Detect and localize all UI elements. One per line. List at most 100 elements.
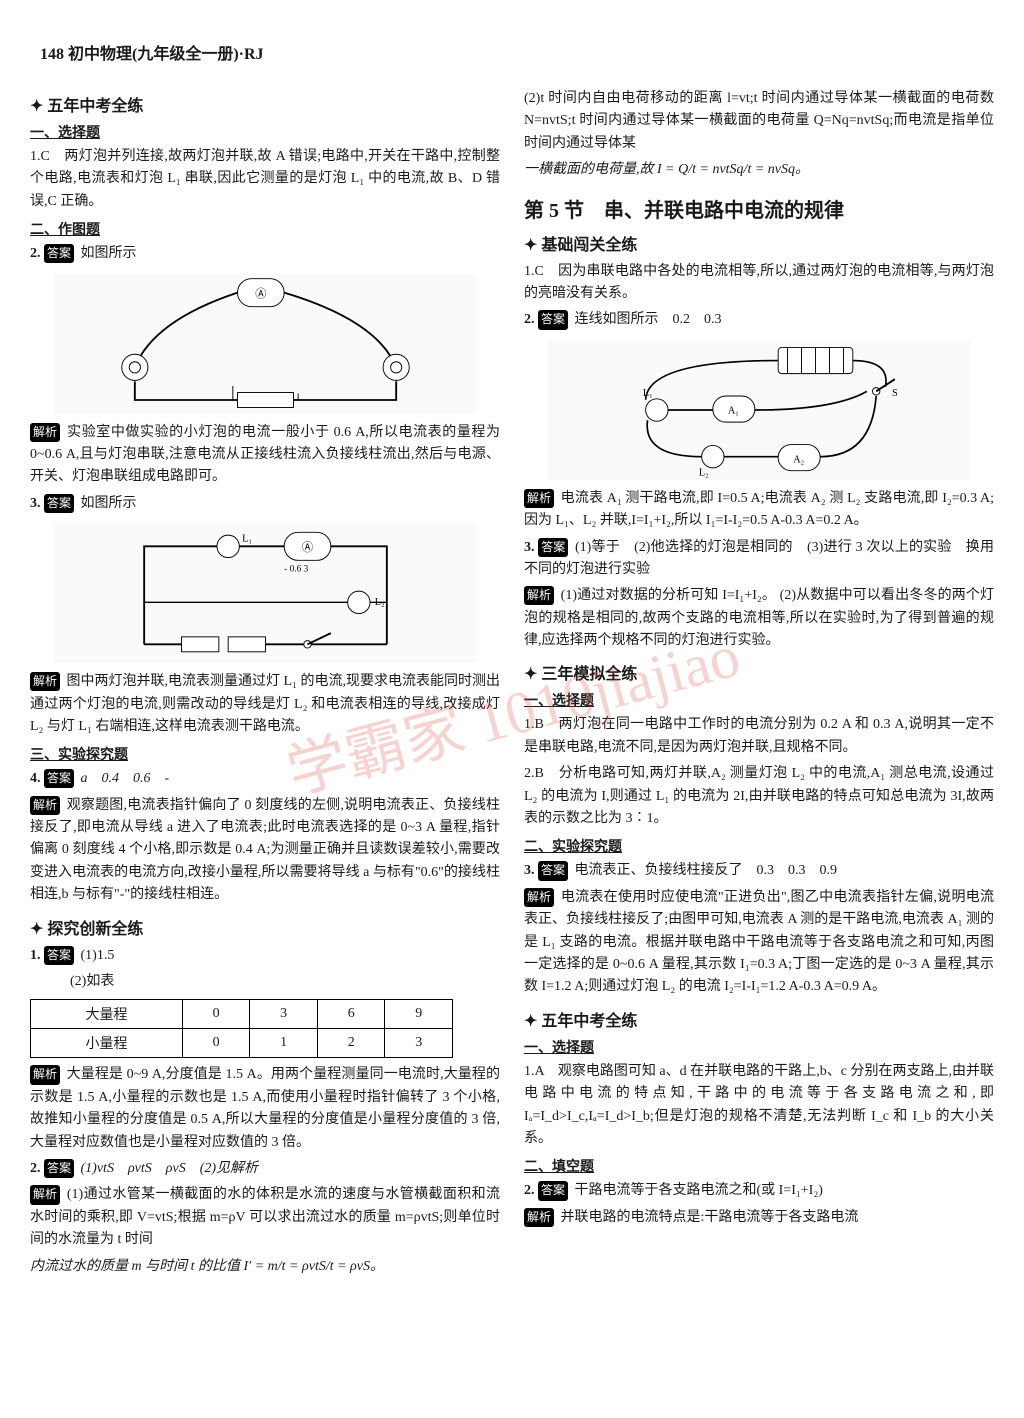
answer-text: 如图所示 xyxy=(81,496,137,511)
svg-text:Ⓐ: Ⓐ xyxy=(301,541,312,554)
section-title: 基础闯关全练 xyxy=(524,231,994,255)
section-title: 探究创新全练 xyxy=(30,915,500,939)
item-number: 1. xyxy=(30,948,41,963)
subsection-heading: 一、选择题 xyxy=(30,122,500,142)
table-cell: 0 xyxy=(182,1000,250,1029)
answer-badge: 答案 xyxy=(44,1159,74,1178)
subsection-heading: 二、填空题 xyxy=(524,1156,994,1176)
table-row: 小量程 0 1 2 3 xyxy=(31,1029,453,1058)
question-item: 2. 答案 (1)vtS ρvtS ρvS (2)见解析 xyxy=(30,1158,500,1180)
right-column: (2)t 时间内自由电荷移动的距离 l=vt;t 时间内通过导体某一横截面的电荷… xyxy=(524,84,994,1282)
explain-badge: 解析 xyxy=(524,586,554,605)
range-table: 大量程 0 3 6 9 小量程 0 1 2 3 xyxy=(30,999,453,1058)
section-title: 五年中考全练 xyxy=(30,92,500,116)
formula-line: 内流过水的质量 m 与时间 t 的比值 I′ = m/t = ρvtS/t = … xyxy=(30,1256,500,1278)
explanation-text: 并联电路的电流特点是:干路电流等于各支路电流 xyxy=(561,1210,859,1225)
explanation-item: 解析 (1)通过水管某一横截面的水的体积是水流的速度与水管横截面积和流水时间的乘… xyxy=(30,1184,500,1251)
explain-badge: 解析 xyxy=(30,796,60,815)
item-number: 3. xyxy=(524,540,535,555)
question-item: 1.C 两灯泡并列连接,故两灯泡并联,故 A 错误;电路中,开关在干路中,控制整… xyxy=(30,146,500,213)
table-cell: 6 xyxy=(317,1000,385,1029)
formula-line: 一横截面的电荷量,故 I = Q/t = nvtSq/t = nvSq。 xyxy=(524,159,994,181)
header-text: 初中物理(九年级全一册)·RJ xyxy=(68,46,264,63)
svg-text:S: S xyxy=(892,388,898,399)
answer-badge: 答案 xyxy=(44,769,74,788)
answer-badge: 答案 xyxy=(44,946,74,965)
answer-text: a 0.4 0.6 - xyxy=(81,771,170,786)
answer-badge: 答案 xyxy=(44,244,74,263)
subsection-heading: 二、作图题 xyxy=(30,219,500,239)
svg-text:- 0.6 3: - 0.6 3 xyxy=(284,565,308,575)
svg-text:A₁: A₁ xyxy=(727,405,738,416)
explanation-item: 解析 电流表 A₁ 测干路电流,即 I=0.5 A;电流表 A₂ 测 L₂ 支路… xyxy=(524,488,994,533)
answer-badge: 答案 xyxy=(44,494,74,513)
question-item: 1.A 观察电路图可知 a、d 在并联电路的干路上,b、c 分别在两支路上,由并… xyxy=(524,1061,994,1151)
answer-badge: 答案 xyxy=(538,310,568,329)
table-cell: 大量程 xyxy=(31,1000,183,1029)
item-number: 2. xyxy=(524,312,535,327)
explanation-text: 观察题图,电流表指针偏向了 0 刻度线的左侧,说明电流表正、负接线柱接反了,即电… xyxy=(30,798,500,903)
explain-badge: 解析 xyxy=(30,423,60,442)
table-cell: 0 xyxy=(182,1029,250,1058)
item-number: 2. xyxy=(30,1161,41,1176)
explanation-item: 解析 电流表在使用时应使电流"正进负出",图乙中电流表指针左偏,说明电流表正、负… xyxy=(524,887,994,999)
question-item: 2. 答案 如图所示 xyxy=(30,243,500,265)
explain-badge: 解析 xyxy=(30,1185,60,1204)
svg-text:L₁: L₁ xyxy=(242,534,252,545)
circuit-diagram: S L₁ A₁ L₂ A₂ xyxy=(548,340,971,480)
question-item: 3. 答案 (1)等于 (2)他选择的灯泡是相同的 (3)进行 3 次以上的实验… xyxy=(524,537,994,582)
explain-badge: 解析 xyxy=(30,1065,60,1084)
circuit-diagram: L₁ Ⓐ - 0.6 3 L₂ xyxy=(54,523,477,663)
table-cell: 小量程 xyxy=(31,1029,183,1058)
explanation-text: (1)通过对数据的分析可知 I=I₁+I₂。 (2)从数据中可以看出冬冬的两个灯… xyxy=(524,588,994,648)
question-item: 1.C 因为串联电路中各处的电流相等,所以,通过两灯泡的电流相等,与两灯泡的亮暗… xyxy=(524,261,994,306)
svg-text:L₂: L₂ xyxy=(698,467,708,478)
explanation-text: 电流表在使用时应使电流"正进负出",图乙中电流表指针左偏,说明电流表正、负接线柱… xyxy=(524,890,994,995)
answer-text: (1)1.5 xyxy=(81,948,115,963)
question-item: 4. 答案 a 0.4 0.6 - xyxy=(30,768,500,790)
item-number: 3. xyxy=(524,863,535,878)
explanation-item: 解析 并联电路的电流特点是:干路电流等于各支路电流 xyxy=(524,1207,994,1229)
explanation-text: 实验室中做实验的小灯泡的电流一般小于 0.6 A,所以电流表的量程为 0~0.6… xyxy=(30,425,500,485)
section-title: 五年中考全练 xyxy=(524,1007,994,1031)
explanation-item: 解析 大量程是 0~9 A,分度值是 1.5 A。用两个量程测量同一电流时,大量… xyxy=(30,1064,500,1154)
question-item: 3. 答案 电流表正、负接线柱接反了 0.3 0.3 0.9 xyxy=(524,860,994,882)
table-cell: 3 xyxy=(385,1029,453,1058)
table-row: 大量程 0 3 6 9 xyxy=(31,1000,453,1029)
answer-text: 如图所示 xyxy=(81,246,137,261)
explanation-text: 图中两灯泡并联,电流表测量通过灯 L₁ 的电流,现要求电流表能同时测出通过两个灯… xyxy=(30,674,500,734)
explanation-text: 电流表 A₁ 测干路电流,即 I=0.5 A;电流表 A₂ 测 L₂ 支路电流,… xyxy=(524,491,994,528)
svg-text:Ⓐ: Ⓐ xyxy=(255,287,266,300)
two-column-layout: 五年中考全练 一、选择题 1.C 两灯泡并列连接,故两灯泡并联,故 A 错误;电… xyxy=(30,84,994,1282)
answer-text: 连线如图所示 0.2 0.3 xyxy=(575,312,722,327)
explain-badge: 解析 xyxy=(524,888,554,907)
answer-text: 干路电流等于各支路电流之和(或 I=I₁+I₂) xyxy=(575,1183,823,1198)
explain-badge: 解析 xyxy=(524,1208,554,1227)
explanation-item: 解析 观察题图,电流表指针偏向了 0 刻度线的左侧,说明电流表正、负接线柱接反了… xyxy=(30,795,500,907)
continuation-text: (2)t 时间内自由电荷移动的距离 l=vt;t 时间内通过导体某一横截面的电荷… xyxy=(524,88,994,155)
subsection-heading: 一、选择题 xyxy=(524,690,994,710)
answer-text: (1)vtS ρvtS ρvS (2)见解析 xyxy=(81,1161,259,1176)
question-item: 2.B 分析电路可知,两灯并联,A₂ 测量灯泡 L₂ 中的电流,A₁ 测总电流,… xyxy=(524,763,994,830)
question-item: 1.B 两灯泡在同一电路中工作时的电流分别为 0.2 A 和 0.3 A,说明其… xyxy=(524,714,994,759)
item-number: 3. xyxy=(30,496,41,511)
answer-text: (1)等于 (2)他选择的灯泡是相同的 (3)进行 3 次以上的实验 换用不同的… xyxy=(524,540,994,577)
chapter-heading: 第 5 节 串、并联电路中电流的规律 xyxy=(524,194,994,223)
table-cell: 3 xyxy=(250,1000,318,1029)
item-number: 2. xyxy=(524,1183,535,1198)
explain-badge: 解析 xyxy=(30,672,60,691)
section-title: 三年模拟全练 xyxy=(524,660,994,684)
explanation-text: 大量程是 0~9 A,分度值是 1.5 A。用两个量程测量同一电流时,大量程的示… xyxy=(30,1067,500,1149)
item-number: 4. xyxy=(30,771,41,786)
subsection-heading: 三、实验探究题 xyxy=(30,744,500,764)
question-item: 1. 答案 (1)1.5 xyxy=(30,945,500,967)
answer-badge: 答案 xyxy=(538,1181,568,1200)
explanation-text: (1)通过水管某一横截面的水的体积是水流的速度与水管横截面积和流水时间的乘积,即… xyxy=(30,1187,500,1247)
answer-badge: 答案 xyxy=(538,861,568,880)
answer-text: 电流表正、负接线柱接反了 0.3 0.3 0.9 xyxy=(575,863,838,878)
page-number: 148 xyxy=(40,46,64,63)
explanation-item: 解析 实验室中做实验的小灯泡的电流一般小于 0.6 A,所以电流表的量程为 0~… xyxy=(30,422,500,489)
circuit-diagram: Ⓐ xyxy=(54,274,477,414)
answer-badge: 答案 xyxy=(538,538,568,557)
question-item: 2. 答案 干路电流等于各支路电流之和(或 I=I₁+I₂) xyxy=(524,1180,994,1202)
